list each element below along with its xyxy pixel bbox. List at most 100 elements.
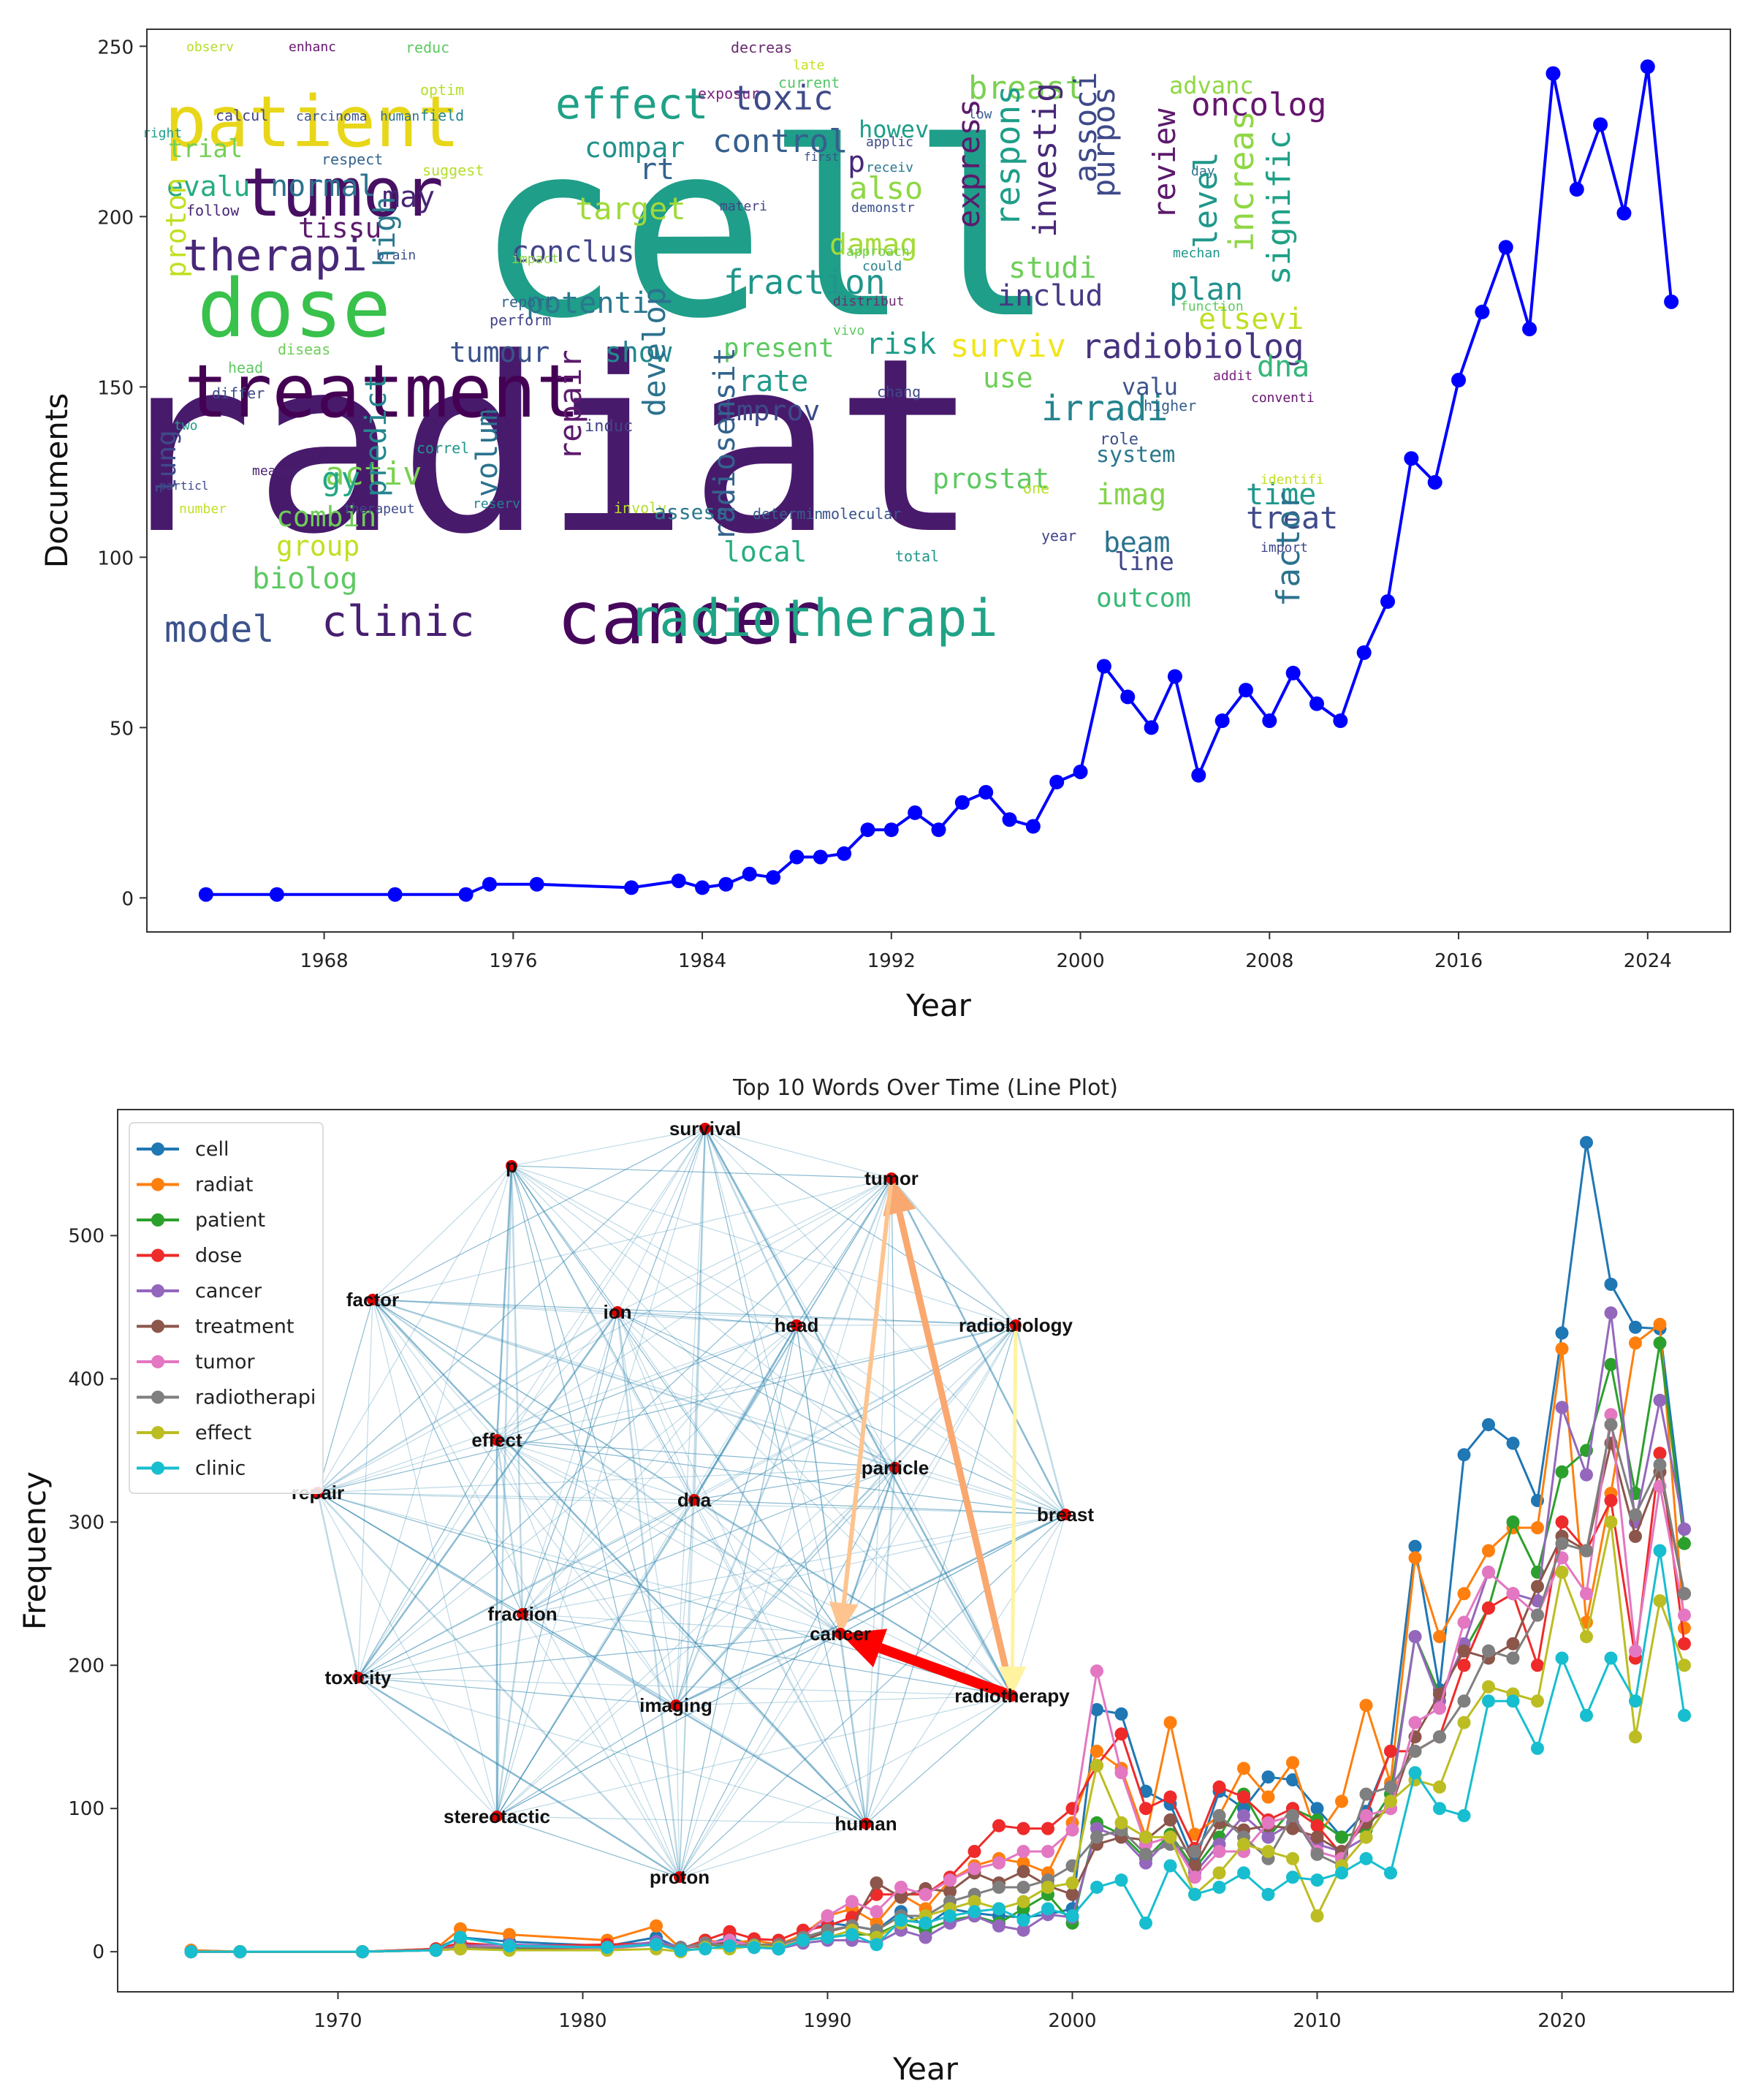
data-point <box>1237 1808 1250 1822</box>
word-cloud-word: chang <box>877 383 921 401</box>
network-edge <box>796 1324 896 1468</box>
network-node <box>886 1172 897 1184</box>
data-point <box>1531 1694 1544 1708</box>
network-edge <box>510 1165 524 1615</box>
network-edge <box>357 1324 797 1678</box>
network-edge <box>679 1178 892 1878</box>
network-edge <box>357 1499 695 1678</box>
data-point <box>870 1938 883 1952</box>
network-edge <box>496 1439 695 1501</box>
word-cloud-word: p <box>848 145 865 179</box>
network-edge <box>617 1128 706 1313</box>
data-point <box>870 1876 883 1890</box>
data-point <box>1238 683 1253 698</box>
data-point <box>919 1916 932 1930</box>
legend-label: radiotherapi <box>195 1387 316 1409</box>
network-edge <box>317 1492 498 1817</box>
legend-label: treatment <box>195 1316 294 1338</box>
data-point <box>870 1887 883 1901</box>
data-point <box>503 1939 516 1953</box>
word-cloud-word: high <box>368 197 402 267</box>
word-cloud-word: tumour <box>449 336 550 368</box>
data-point <box>1212 1866 1226 1880</box>
data-point <box>1604 1515 1618 1529</box>
word-cloud-word: enhanc <box>289 39 336 55</box>
data-point <box>1457 1587 1471 1601</box>
word-cloud-word: radiotherapi <box>628 588 998 648</box>
data-point <box>870 1905 883 1919</box>
data-point <box>1580 1544 1593 1558</box>
data-point <box>1214 713 1230 729</box>
network-edge <box>839 1633 867 1824</box>
word-cloud-word: outcom <box>1096 583 1191 613</box>
network-edge <box>865 1178 892 1824</box>
data-point <box>797 1933 810 1947</box>
data-point <box>1475 304 1490 319</box>
series-documents <box>198 59 1679 902</box>
network-edge <box>496 1128 706 1441</box>
data-point <box>1506 1515 1520 1529</box>
data-point <box>1384 1780 1397 1794</box>
data-point <box>1359 1830 1373 1844</box>
data-point <box>1580 1468 1593 1482</box>
legend-marker-icon <box>151 1355 164 1368</box>
word-cloud-word: local <box>723 536 807 568</box>
data-point <box>1114 1816 1128 1830</box>
data-point <box>1555 1536 1569 1550</box>
data-point <box>1522 322 1537 337</box>
word-cloud-word: volum <box>471 409 504 497</box>
network-edge <box>693 1324 798 1501</box>
y-tick-label: 150 <box>97 377 134 399</box>
network-edge <box>865 1695 1013 1824</box>
network-edge <box>675 1705 867 1824</box>
word-cloud-word: receiv <box>866 160 913 175</box>
network-node <box>860 1818 872 1830</box>
network-edge <box>675 1695 1013 1706</box>
data-point <box>967 1844 981 1858</box>
y-tick-label: 400 <box>68 1368 104 1390</box>
data-point <box>1384 1866 1397 1880</box>
data-point <box>992 1902 1005 1916</box>
data-point <box>1073 764 1088 779</box>
legend-marker-icon <box>151 1390 164 1404</box>
network-edge <box>317 1492 677 1706</box>
network-edge <box>679 1499 695 1878</box>
word-cloud-word: human <box>380 109 419 124</box>
data-point <box>1016 1914 1030 1927</box>
network-edge <box>317 1492 841 1634</box>
data-point <box>1262 713 1277 729</box>
data-point <box>1359 1787 1373 1801</box>
network-edge <box>693 1499 841 1634</box>
network-edge <box>317 1324 1016 1493</box>
data-point <box>1310 1909 1324 1923</box>
word-cloud-word: particl <box>159 479 208 493</box>
data-point <box>1090 1702 1103 1716</box>
x-axis-label: Year <box>905 988 972 1023</box>
data-point <box>1653 1336 1667 1350</box>
data-point <box>1457 1694 1471 1708</box>
data-point <box>718 876 734 892</box>
arrowhead-icon <box>829 1601 859 1634</box>
network-edge <box>317 1492 695 1501</box>
network-edge <box>617 1311 1066 1515</box>
network-edge <box>511 1165 896 1468</box>
data-point <box>699 1942 712 1956</box>
data-point <box>1114 1873 1128 1887</box>
data-point <box>1065 1823 1079 1837</box>
data-point <box>269 887 284 902</box>
network-edge <box>522 1613 680 1878</box>
data-point <box>1191 767 1206 783</box>
data-point <box>1580 1708 1593 1722</box>
word-cloud-word: clinic <box>322 596 475 646</box>
data-point <box>1678 1621 1691 1635</box>
network-edge <box>674 1178 893 1706</box>
data-point <box>650 1938 663 1952</box>
word-cloud-word: optim <box>420 81 464 99</box>
network-edge <box>796 1324 1066 1515</box>
network-node <box>491 1434 503 1446</box>
data-point <box>1120 689 1136 705</box>
network-edge <box>496 1439 677 1706</box>
word-cloud-word: patient <box>164 81 460 163</box>
word-cloud-word: distribut <box>833 294 905 309</box>
